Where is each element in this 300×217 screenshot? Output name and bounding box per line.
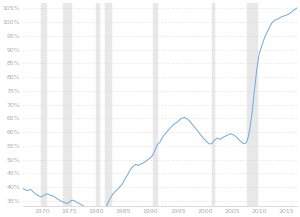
Bar (41, 3, 46, 206)
Bar (247, 3, 256, 206)
Bar (62, 3, 71, 206)
Bar (153, 3, 158, 206)
Bar (212, 3, 214, 206)
Bar (105, 3, 111, 206)
Bar (96, 3, 99, 206)
